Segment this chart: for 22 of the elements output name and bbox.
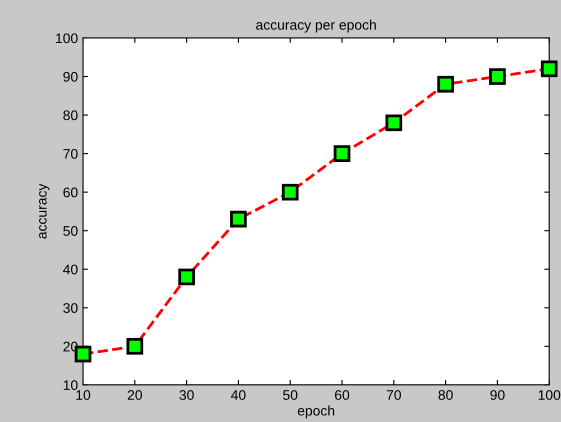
x-tick-label: 80 — [438, 390, 453, 400]
y-tick-label: 90 — [63, 72, 78, 82]
x-tick-label: 10 — [76, 390, 90, 400]
x-tick-label: 60 — [335, 390, 350, 400]
x-tick-label: 20 — [128, 390, 142, 400]
x-axis-title: epoch — [298, 405, 334, 418]
y-tick-label: 30 — [63, 303, 78, 313]
y-tick-label: 60 — [63, 187, 78, 198]
y-tick-label: 40 — [63, 264, 78, 274]
y-tick-label: 50 — [63, 226, 78, 236]
x-tick-label: 70 — [386, 390, 402, 400]
x-tick-label: 40 — [231, 390, 246, 400]
x-tick-label: 50 — [283, 390, 298, 400]
y-axis-title: accuracy — [39, 184, 50, 239]
y-tick-label: 80 — [63, 110, 78, 120]
y-tick-label: 70 — [63, 148, 78, 159]
x-tick-label: 90 — [490, 390, 505, 400]
x-tick-label: 30 — [179, 390, 194, 400]
y-tick-label: 10 — [64, 380, 78, 390]
chart-title: accuracy per epoch — [256, 20, 376, 33]
y-tick-label: 100 — [56, 33, 78, 44]
x-tick-label: 100 — [538, 390, 560, 400]
